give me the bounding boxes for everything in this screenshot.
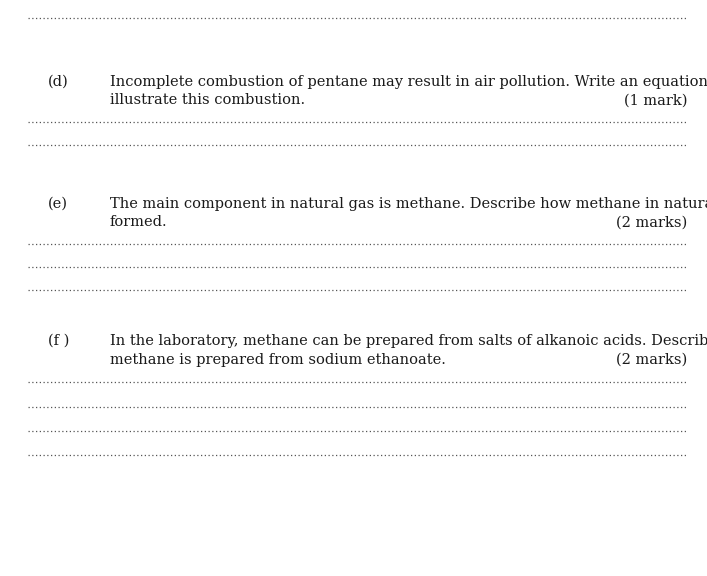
Text: Incomplete combustion of pentane may result in air pollution. Write an equation : Incomplete combustion of pentane may res… <box>110 75 707 89</box>
Text: (2 marks): (2 marks) <box>616 215 687 229</box>
Text: illustrate this combustion.: illustrate this combustion. <box>110 93 305 107</box>
Text: (1 mark): (1 mark) <box>624 93 687 107</box>
Text: (e): (e) <box>48 197 68 211</box>
Text: methane is prepared from sodium ethanoate.: methane is prepared from sodium ethanoat… <box>110 353 445 366</box>
Text: formed.: formed. <box>110 215 168 229</box>
Text: The main component in natural gas is methane. Describe how methane in natural ga: The main component in natural gas is met… <box>110 197 707 211</box>
Text: (f ): (f ) <box>48 334 69 348</box>
Text: (d): (d) <box>48 75 69 89</box>
Text: In the laboratory, methane can be prepared from salts of alkanoic acids. Describ: In the laboratory, methane can be prepar… <box>110 334 707 348</box>
Text: (2 marks): (2 marks) <box>616 353 687 366</box>
